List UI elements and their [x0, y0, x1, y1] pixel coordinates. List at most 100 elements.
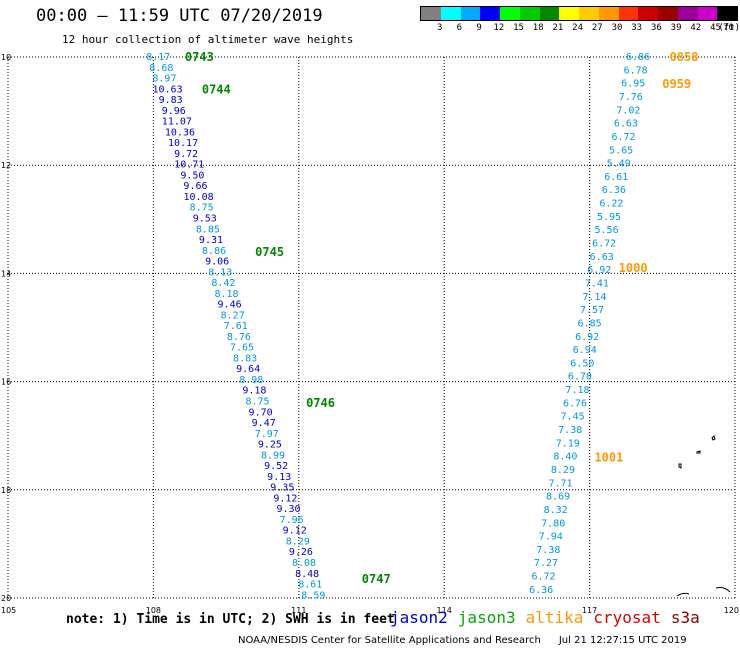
legend-swatch [717, 7, 737, 20]
lon-tick-label: 111 [291, 606, 306, 615]
wave-height-value: 7.45 [561, 412, 585, 423]
wave-height-value: 10.36 [165, 127, 195, 138]
wave-height-value: 9.46 [218, 300, 242, 311]
wave-height-value: 9.66 [183, 181, 207, 192]
wave-height-value: 8.98 [239, 375, 263, 386]
wave-height-value: 9.64 [236, 364, 260, 375]
wave-height-value: 11.07 [162, 117, 192, 128]
wave-height-value: 6.95 [621, 79, 645, 90]
satellite-legend: jason2 jason3 altika cryosat s3a [390, 608, 710, 627]
wave-height-value: 8.29 [551, 465, 575, 476]
wave-height-value: 6.36 [602, 185, 626, 196]
wave-height-value: 5.49 [607, 159, 631, 170]
lon-tick-label: 114 [437, 606, 452, 615]
legend-label: 36 [650, 23, 662, 33]
legend-unit: (ft) [718, 23, 740, 33]
chart-subtitle: 12 hour collection of altimeter wave hei… [62, 33, 354, 46]
legend-label: 24 [572, 23, 584, 33]
wave-height-value: 8.97 [152, 74, 176, 85]
wave-height-value: 9.83 [159, 95, 183, 106]
lon-tick-label: 120 [724, 606, 739, 615]
legend-label: 39 [670, 23, 682, 33]
wave-height-value: 7.80 [541, 518, 565, 529]
wave-height-value: 8.59 [301, 590, 325, 601]
legend-label: 12 [493, 23, 505, 33]
legend-swatch [421, 7, 441, 20]
wave-height-value: 7.96 [280, 515, 304, 526]
wave-height-value: 9.25 [258, 440, 282, 451]
wave-height-value: 6.70 [568, 372, 592, 383]
wave-height-value: 7.41 [585, 278, 609, 289]
legend-label: 21 [552, 23, 564, 33]
legend-label: 3 [436, 23, 443, 33]
wave-height-value: 10.71 [174, 160, 204, 171]
legend-swatches [420, 6, 738, 21]
orbit-number-label: 0744 [202, 82, 231, 96]
wave-height-value: 8.68 [149, 63, 173, 74]
wave-height-value: 6.92 [587, 265, 611, 276]
wave-height-value: 5.95 [597, 212, 621, 223]
lat-tick-label: 20 [1, 594, 11, 603]
legend-swatch [638, 7, 658, 20]
wave-height-value: 7.61 [224, 321, 248, 332]
orbit-number-label: 0959 [662, 77, 691, 91]
legend-label: 27 [591, 23, 603, 33]
orbit-labels: 0743 0744 0745 0746 0747 0858 0959 1000 1001 [185, 50, 699, 586]
wave-height-value: 8.29 [286, 536, 310, 547]
legend-swatch [658, 7, 678, 20]
legend-swatch [539, 7, 560, 20]
footer-note: note: 1) Time is in UTC; 2) SWH is in fe… [66, 612, 395, 627]
wave-height-value: 6.72 [611, 132, 635, 143]
wave-height-value: 7.02 [616, 105, 640, 116]
wave-height-value: 6.36 [529, 585, 553, 596]
wave-height-value: 8.85 [196, 224, 220, 235]
island-shape [715, 587, 731, 593]
wave-height-value: 6.63 [590, 252, 614, 263]
legend-labels: (ft) 3 6 9 12 15 18 21 24 27 30 33 36 39 42 45 70 [420, 21, 740, 35]
wave-height-value: 9.12 [273, 493, 297, 504]
wave-height-value: 7.18 [565, 385, 589, 396]
orbit-number-label: 0743 [185, 50, 214, 64]
wave-height-value: 10.63 [152, 84, 182, 95]
island-shape [678, 463, 682, 469]
wave-height-value: 7.71 [548, 478, 572, 489]
axis-labels: 105 108 111 114 117 120 10 12 14 16 18 20 [1, 53, 739, 615]
legend-label: 9 [476, 23, 482, 33]
wave-height-value: 6.76 [563, 398, 587, 409]
wave-height-value: 5.56 [595, 225, 619, 236]
wave-height-value: 8.75 [190, 203, 214, 214]
wave-height-value: 7.38 [558, 425, 582, 436]
lon-tick-label: 105 [1, 606, 16, 615]
legend-swatch [677, 7, 698, 20]
wave-height-value: 7.57 [580, 305, 604, 316]
wave-height-value: 6.85 [578, 318, 602, 329]
island-shape [676, 592, 690, 597]
lat-tick-label: 12 [1, 161, 11, 170]
satellite-name: s3a [670, 608, 700, 627]
wave-height-value: 8.32 [544, 505, 568, 516]
lon-tick-label: 117 [582, 606, 597, 615]
wave-height-value: 8.40 [553, 452, 577, 463]
wave-height-value: 8.61 [298, 580, 322, 591]
lat-tick-label: 16 [1, 378, 11, 387]
track-right: 6.86 6.78 6.95 7.76 7.02 6.63 6.72 5.65 5.49 6.61… [529, 52, 650, 596]
legend-swatch [500, 7, 520, 20]
wave-height-value: 9.52 [264, 461, 288, 472]
orbit-number-label: 0747 [362, 572, 391, 586]
wave-height-value: 8.83 [233, 353, 257, 364]
wave-height-value: 8.75 [245, 397, 269, 408]
legend-label: 30 [611, 23, 623, 33]
island-shape [696, 450, 701, 454]
wave-height-value: 8.17 [146, 52, 170, 63]
wave-height-value: 6.61 [604, 172, 628, 183]
legend-swatch [559, 7, 579, 20]
wave-height-value: 9.70 [249, 407, 273, 418]
wave-height-value: 9.47 [252, 418, 276, 429]
legend-swatch [697, 7, 718, 20]
wave-height-value: 9.12 [283, 526, 307, 537]
lat-tick-label: 10 [1, 53, 11, 62]
legend-swatch [480, 7, 500, 20]
legend-swatch [519, 7, 540, 20]
wave-height-value: 7.76 [619, 92, 643, 103]
